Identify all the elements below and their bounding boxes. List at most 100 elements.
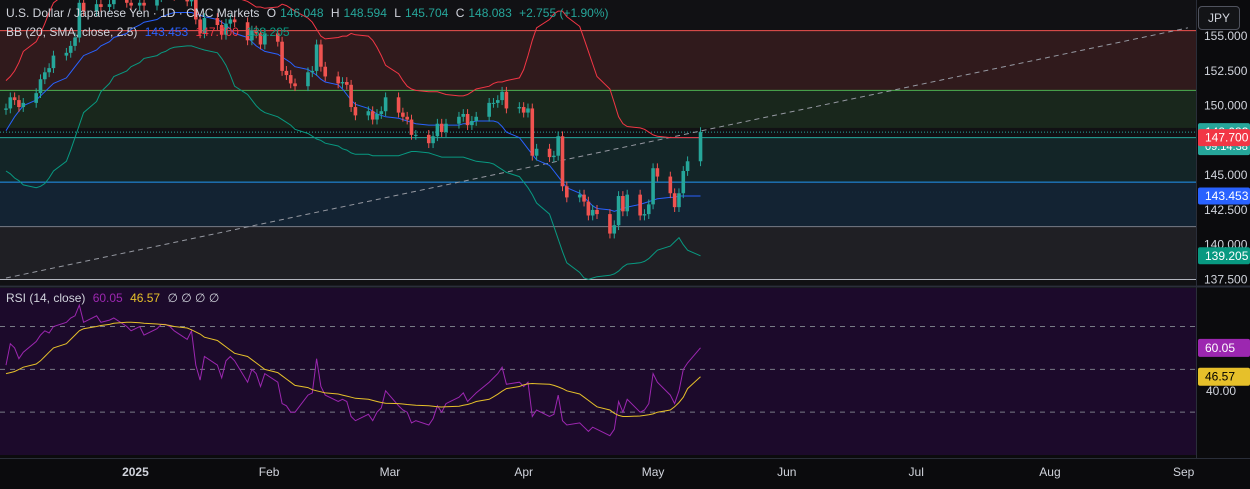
bb-upper-value: 147.700 — [195, 25, 239, 39]
candle — [547, 148, 552, 158]
candle — [426, 134, 431, 144]
candle — [414, 134, 418, 136]
bb-basis-value: 143.453 — [144, 25, 189, 39]
candle — [396, 97, 401, 113]
candle — [73, 37, 77, 46]
candle — [280, 41, 284, 71]
ohlc-low: L 145.704 — [394, 6, 449, 20]
candle — [495, 100, 500, 103]
trendline[interactable] — [5, 27, 1189, 279]
candle — [245, 22, 250, 41]
candle — [621, 196, 625, 212]
rsi-price-label: 60.05 — [1205, 341, 1235, 355]
symbol-title: U.S. Dollar / Japanese Yen · 1D · CMC Ma… — [6, 6, 260, 20]
candle — [379, 111, 384, 114]
candle — [517, 107, 522, 109]
candle — [534, 148, 539, 156]
candle — [198, 19, 202, 34]
time-tick-label: Jun — [777, 465, 796, 479]
candle — [461, 114, 466, 117]
candle — [353, 107, 358, 116]
symbol-legend[interactable]: U.S. Dollar / Japanese Yen · 1D · CMC Ma… — [6, 6, 613, 20]
candle — [47, 68, 51, 73]
candle — [439, 123, 444, 133]
candle — [232, 19, 237, 23]
bb-upper-line — [5, 0, 701, 139]
candle — [336, 76, 340, 84]
candle — [668, 176, 673, 194]
candle — [284, 70, 289, 76]
candle — [202, 18, 207, 34]
candle — [344, 82, 349, 85]
zone-4 — [0, 226, 1196, 280]
time-tick-label: Mar — [380, 465, 401, 479]
rsi-legend[interactable]: RSI (14, close) 60.05 46.57 ∅ ∅ ∅ ∅ — [6, 291, 223, 305]
currency-badge[interactable]: JPY — [1198, 6, 1240, 30]
bb-legend[interactable]: BB (20, SMA, close, 2.5) 143.453 147.700… — [6, 25, 294, 39]
candle — [465, 114, 470, 126]
candle — [194, 0, 198, 20]
candle — [94, 4, 99, 12]
candle — [612, 225, 617, 234]
candle — [638, 194, 642, 216]
candle — [38, 79, 43, 94]
candle — [258, 33, 263, 45]
candle — [491, 102, 496, 104]
candle — [112, 0, 116, 5]
candle — [586, 201, 591, 216]
candle — [107, 4, 112, 7]
candle — [43, 72, 47, 80]
candle — [340, 82, 345, 84]
candles — [4, 0, 703, 239]
candle — [263, 33, 267, 45]
trendline-segment — [5, 27, 1189, 279]
candle — [323, 66, 328, 77]
candle — [17, 100, 21, 108]
candle — [349, 84, 353, 108]
candle — [224, 23, 228, 35]
change-value: +2.755 (+1.90%) — [519, 6, 609, 20]
candle — [560, 136, 565, 187]
price-tick-label: 145.000 — [1204, 168, 1248, 182]
rsi-pane — [0, 288, 1196, 455]
price-tick-label: 150.000 — [1204, 99, 1248, 113]
ohlc-close: C 148.083 — [455, 6, 512, 20]
rsi-line — [5, 303, 701, 437]
rsi-label: RSI (14, close) — [6, 291, 86, 305]
candle — [306, 72, 310, 87]
price-tick-label: 152.500 — [1204, 64, 1248, 78]
rsi-ma-value: 46.57 — [130, 291, 161, 305]
candle — [405, 116, 409, 120]
rsi-value: 60.05 — [92, 291, 123, 305]
candle — [595, 209, 599, 215]
candle — [366, 111, 371, 116]
time-tick-label: Apr — [514, 465, 533, 479]
candle — [250, 30, 254, 41]
bb-upper-price-label-bg — [1198, 129, 1250, 147]
candle — [681, 171, 686, 194]
candle — [4, 108, 8, 110]
candle — [12, 97, 17, 101]
candle — [99, 4, 103, 7]
candle — [21, 102, 26, 108]
candle — [34, 93, 38, 103]
candle — [444, 123, 448, 133]
ohlc-open: O 146.048 — [266, 6, 324, 20]
time-tick-label: Aug — [1039, 465, 1060, 479]
candle — [310, 70, 315, 73]
candle — [8, 97, 13, 109]
candle — [500, 91, 504, 101]
candle — [68, 45, 73, 53]
candle — [685, 161, 690, 171]
bb-basis-price-label-bg — [1198, 187, 1250, 205]
candle — [608, 214, 612, 234]
candle — [409, 119, 414, 135]
candle — [552, 155, 556, 158]
candle — [155, 0, 159, 6]
price-pane-background — [0, 0, 1196, 285]
price-tick-label: 155.000 — [1204, 29, 1248, 43]
bb-lower-price-label-bg — [1198, 247, 1250, 265]
candle — [319, 44, 323, 67]
candle — [646, 204, 651, 215]
